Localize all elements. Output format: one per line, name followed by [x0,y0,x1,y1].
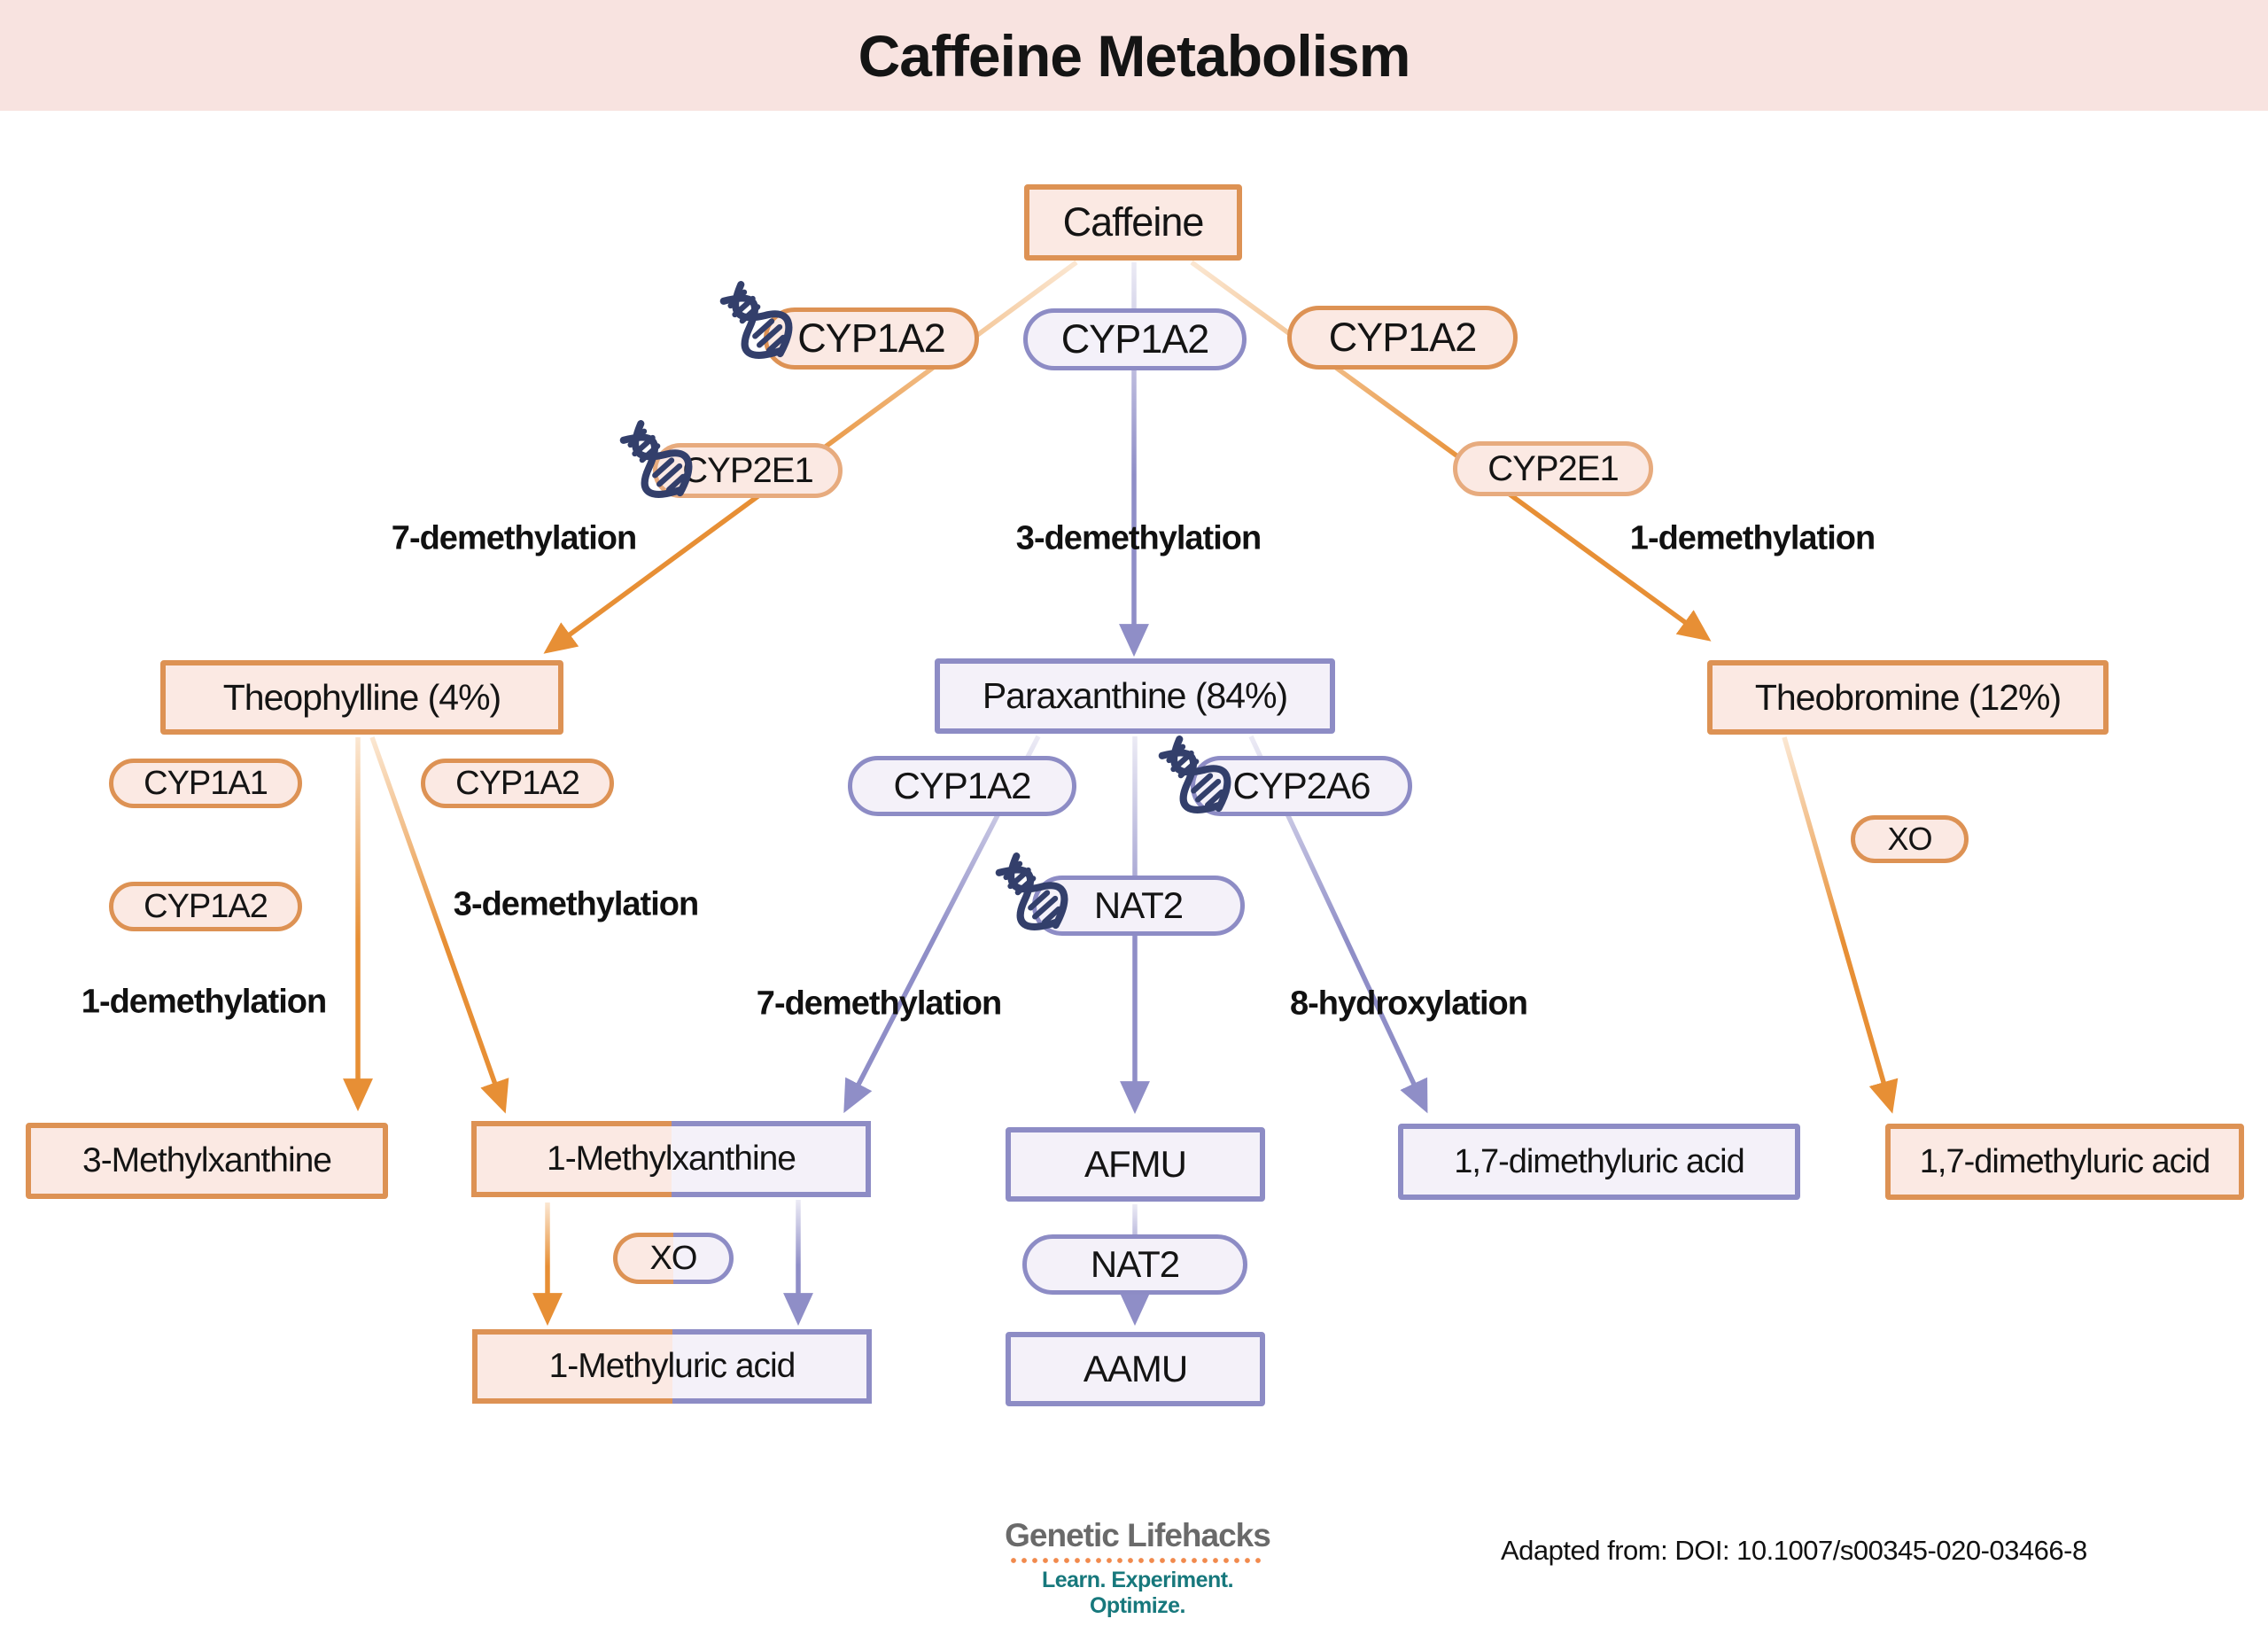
node-label: NAT2 [1090,1243,1180,1285]
node-label: CYP2E1 [682,450,813,490]
node-theophylline: Theophylline (4%) [160,660,563,735]
dna-icon [611,416,701,509]
flow-arrow [1782,736,1899,1114]
node-cyp1a2-right: CYP1A2 [1287,306,1518,370]
node-xo-split-right-half [673,1233,734,1284]
reaction-label: 8-hydroxylation [1290,985,1528,1023]
node-methylxanthine-1: 1-Methylxanthine [471,1121,871,1197]
node-cyp1a2-theo2: CYP1A2 [109,882,302,931]
node-aamu: AAMU [1006,1332,1265,1406]
node-methylxanthine-3: 3-Methylxanthine [26,1123,388,1199]
logo-tagline: Learn. Experiment. Optimize. [1041,1568,1234,1618]
dna-icon [1150,731,1239,824]
node-label: Caffeine [1062,199,1205,245]
node-label: XO [1887,821,1932,857]
dna-icon [711,276,801,370]
node-label: 1-Methylxanthine [547,1140,796,1178]
node-label: CYP1A2 [797,315,946,361]
node-label: 3-Methylxanthine [82,1141,332,1179]
node-xo-right: XO [1851,815,1969,863]
node-label: CYP2A6 [1232,765,1371,806]
reaction-label: 3-demethylation [453,885,699,923]
node-label: Theobromine (12%) [1754,676,2062,718]
node-label: CYP1A2 [1328,315,1478,360]
node-cyp1a2-theo: CYP1A2 [421,759,614,808]
node-xo-split: XO [613,1233,734,1284]
node-paraxanthine: Paraxanthine (84%) [935,658,1335,734]
node-label: 1,7-dimethyluric acid [1454,1142,1744,1180]
node-nat2-upper: NAT2 [1032,876,1245,936]
node-dimethyluric-purple: 1,7-dimethyluric acid [1398,1124,1800,1200]
node-label: 1-Methyluric acid [548,1347,796,1385]
attribution-text: Adapted from: DOI: 10.1007/s00345-020-03… [1501,1535,2087,1566]
node-methyluric-1: 1-Methyluric acid [472,1329,872,1404]
dna-icon [987,848,1076,941]
flow-arrow [843,735,1041,1114]
node-label: XO [649,1239,698,1277]
flow-arrow [1190,260,1712,642]
node-dimethyluric-orange: 1,7-dimethyluric acid [1885,1124,2244,1200]
node-label: NAT2 [1093,884,1184,926]
reaction-label: 1-demethylation [81,983,327,1021]
node-label: Theophylline (4%) [222,676,501,718]
flow-arrow [369,736,509,1114]
logo-title: Genetic Lifehacks [1005,1517,1271,1553]
reaction-label: 1-demethylation [1629,519,1876,557]
node-label: AFMU [1084,1143,1187,1185]
node-cyp1a1: CYP1A1 [109,759,302,808]
reaction-label: 3-demethylation [1015,519,1262,557]
flow-arrow [543,260,1078,654]
node-nat2-lower: NAT2 [1022,1234,1247,1295]
node-methylxanthine-1-left-half [471,1121,672,1197]
reaction-label: 7-demethylation [756,985,1002,1023]
node-label: CYP1A2 [1060,316,1210,362]
node-cyp2e1-right: CYP2E1 [1453,441,1653,496]
node-methylxanthine-1-right-half [671,1121,871,1197]
page-title: Caffeine Metabolism [858,22,1411,89]
node-label: Paraxanthine (84%) [982,675,1288,716]
node-label: CYP1A2 [455,764,580,802]
node-label: CYP1A2 [893,765,1031,806]
node-xo-split-left-half [613,1233,673,1284]
node-methyluric-1-left-half [472,1329,672,1404]
node-label: CYP1A1 [144,764,268,802]
node-afmu: AFMU [1006,1127,1265,1202]
node-cyp1a2-mid: CYP1A2 [1023,308,1247,370]
genetic-lifehacks-logo: Genetic Lifehacks Learn. Experiment. Opt… [998,1517,1278,1619]
flow-arrow [1248,735,1428,1114]
node-caffeine: Caffeine [1024,184,1242,261]
node-label: AAMU [1083,1348,1188,1389]
node-label: CYP2E1 [1487,448,1619,488]
node-label: 1,7-dimethyluric acid [1919,1142,2210,1180]
reaction-label: 7-demethylation [391,519,637,557]
node-cyp2e1-left: CYP2E1 [653,443,843,498]
logo-dotted-divider-icon [1010,1557,1265,1564]
node-cyp2a6: CYP2A6 [1191,756,1412,816]
title-banner: Caffeine Metabolism [0,0,2268,111]
node-methyluric-1-right-half [672,1329,872,1404]
node-cyp1a2-para: CYP1A2 [848,756,1076,816]
node-theobromine: Theobromine (12%) [1707,660,2109,735]
node-label: CYP1A2 [144,887,268,925]
node-cyp1a2-left: CYP1A2 [764,307,979,370]
